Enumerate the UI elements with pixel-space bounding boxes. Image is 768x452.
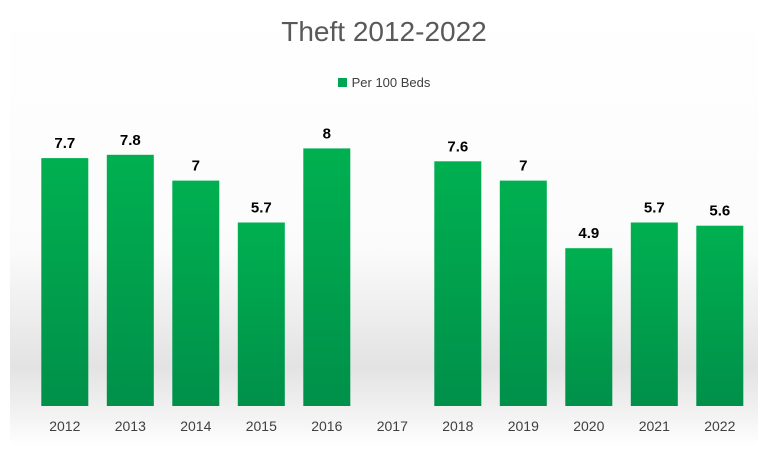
x-tick-2020: 2020 (573, 418, 604, 434)
x-tick-2022: 2022 (704, 418, 735, 434)
data-label-2019: 7 (519, 158, 527, 175)
data-label-2013: 7.8 (120, 132, 141, 149)
chart-title: Theft 2012-2022 (281, 16, 487, 47)
bar-2014 (172, 180, 220, 406)
data-label-2022: 5.6 (709, 203, 730, 220)
bar-2016 (303, 148, 351, 406)
data-label-2014: 7 (192, 158, 200, 175)
chart-legend: Per 100 Beds (0, 75, 768, 90)
x-tick-2021: 2021 (639, 418, 670, 434)
bar-2013 (106, 154, 154, 406)
x-tick-2019: 2019 (508, 418, 539, 434)
legend-swatch (337, 78, 347, 87)
legend-label: Per 100 Beds (351, 75, 431, 90)
bar-2022 (696, 225, 744, 406)
x-tick-2018: 2018 (442, 418, 473, 434)
x-tick-2012: 2012 (49, 418, 80, 434)
bar-2021 (630, 222, 678, 406)
bar-2019 (499, 180, 547, 406)
bar-2012 (41, 158, 89, 406)
data-label-2015: 5.7 (251, 200, 272, 217)
bar-2018 (434, 161, 482, 406)
x-tick-2013: 2013 (115, 418, 146, 434)
data-label-2018: 7.6 (447, 138, 468, 155)
data-label-2020: 4.9 (578, 225, 599, 242)
x-tick-2017: 2017 (377, 418, 408, 434)
data-label-2016: 8 (323, 125, 331, 142)
data-label-2012: 7.7 (54, 135, 75, 152)
x-tick-2014: 2014 (180, 418, 211, 434)
data-label-2021: 5.7 (644, 200, 665, 217)
bar-2020 (565, 248, 613, 406)
x-tick-2015: 2015 (246, 418, 277, 434)
bar-2015 (237, 222, 285, 406)
x-tick-2016: 2016 (311, 418, 342, 434)
